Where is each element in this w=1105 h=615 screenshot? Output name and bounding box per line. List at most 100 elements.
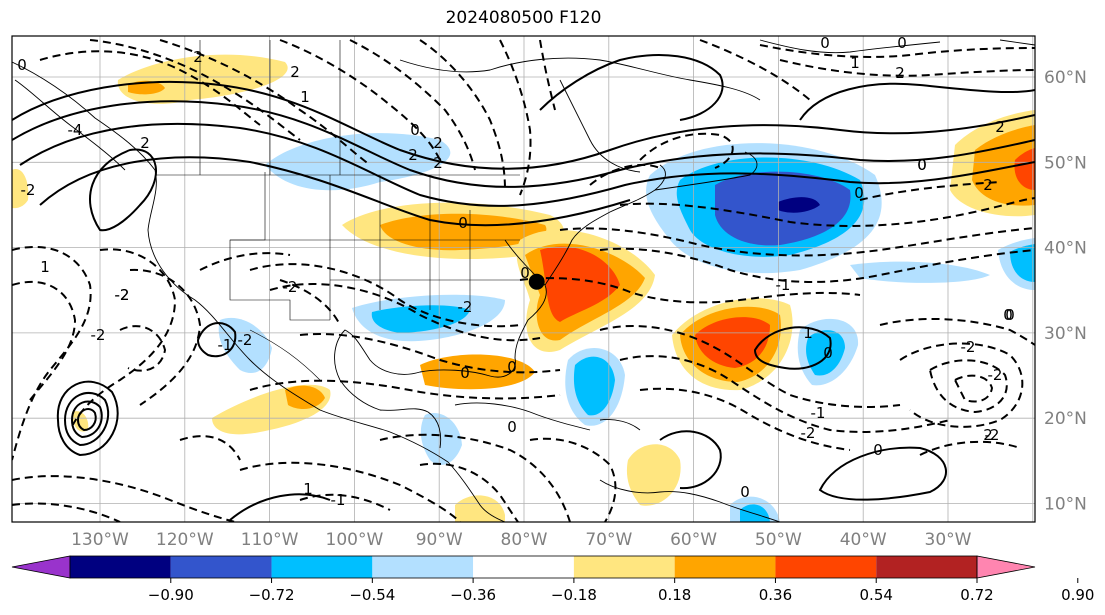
contour-label: 2 [193,48,203,66]
contour-label: 1 [850,54,860,72]
longitude-labels: 130°W 120°W 110°W 100°W 90°W 80°W 70°W 60°W 50°W… [71,530,972,550]
contour-label: 0 [917,156,927,174]
negative-contours [12,39,1035,522]
positive-anomaly-region [72,411,89,432]
contour-label: -2 [238,331,253,349]
negative-anomaly-region [573,356,615,416]
negative-anomaly-region [778,197,820,213]
contour-label: 0 [897,34,907,52]
negative-anomaly-region [218,317,272,374]
contour-label: 2 [995,118,1005,136]
negative-anomaly-region [740,504,770,522]
latitude-label: 30°N [1044,324,1087,344]
colorbar-segment [473,556,574,578]
positive-anomaly-region [12,169,29,209]
colorbar-tick-label: 0.18 [658,586,691,604]
map-frame [11,35,1036,523]
positive-anomaly-region [285,385,325,410]
contour-label: -2 [458,298,473,316]
contour-label: -1 [776,276,791,294]
point-marker [528,273,545,290]
contour-label: 2 [290,63,300,81]
positive-contours [12,54,1035,521]
colorbar-segment [573,556,675,578]
colorbar-tick-label: 0.90 [1061,586,1094,604]
latitude-label: 40°N [1044,239,1087,259]
contour-label: 0 [410,121,420,139]
contour-label: -2 [115,286,130,304]
contour-label: 2 [433,154,443,172]
chart-title: 2024080500 F120 [445,8,602,28]
colorbar-segment [372,556,474,578]
positive-anomaly-region [540,246,620,322]
positive-anomaly-region [455,495,505,522]
state-borders [155,40,520,381]
latitude-label: 50°N [1044,153,1087,173]
contour-label: -2 [283,278,298,296]
colorbar-segment [271,556,373,578]
longitude-label: 30°W [925,530,972,550]
longitude-label: 120°W [156,530,214,550]
contour-label: 0 [873,441,883,459]
contour-label: -1 [811,404,826,422]
contour-label: 2 [983,426,993,444]
colorbar-tick-label: 0.72 [960,586,993,604]
positive-anomaly-region [420,354,535,390]
latitude-labels: 60°N 50°N 40°N 30°N 20°N 10°N [1044,68,1087,515]
longitude-label: 100°W [326,530,384,550]
longitude-label: 110°W [241,530,299,550]
colorbar-extend-low [11,555,71,579]
contour-label: 2 [140,134,150,152]
contour-label: -2 [961,338,976,356]
contour-label: -2 [115,286,130,304]
contour-label: 1 [300,88,310,106]
contour-label: 0 [460,364,470,382]
colorbar-segment [876,556,977,578]
latitude-label: 20°N [1044,409,1087,429]
contour-label: -2 [21,181,36,199]
contour-label: 1 [40,258,50,276]
colorbar-segment [775,556,877,578]
contour-label: 0 [740,483,750,501]
contour-label: -2 [91,326,106,344]
contour-label: 0 [520,264,530,282]
latitude-label: 10°N [1044,495,1087,515]
contour-label: -2 [988,366,1003,384]
contour-label: 2 [983,176,993,194]
positive-anomaly-region [380,213,547,251]
contour-label: 0 [458,214,468,232]
colorbar-tick-label: 0.36 [759,586,792,604]
contour-label: 1 [803,324,813,342]
contour-label: 0 [507,358,517,376]
colorbar-tick-label: −0.54 [349,586,395,604]
colorbar-segment [70,556,171,578]
longitude-label: 80°W [501,530,548,550]
longitude-label: 70°W [585,530,632,550]
contour-label: 2 [433,134,443,152]
contour-label: 0 [507,418,517,436]
colorbar-tick-label: −0.90 [148,586,194,604]
colorbar-tick-label: −0.36 [450,586,496,604]
colorbar-extend-high [976,555,1036,579]
colorbar-segment [674,556,776,578]
negative-anomaly-region [850,261,990,283]
colorbar-tick-label: −0.72 [249,586,295,604]
contour-label: -2 [801,424,816,442]
contour-label: 0 [820,34,830,52]
contour-label: 1 [303,480,313,498]
positive-anomaly-region [972,125,1035,206]
coastlines [12,39,1035,522]
contour-label: -4 [68,121,83,139]
colorbar-tick-label: −0.18 [551,586,597,604]
longitude-label: 130°W [71,530,129,550]
positive-anomaly-region [117,54,288,104]
longitude-label: 90°W [416,530,463,550]
longitude-label: 50°W [755,530,802,550]
contour-label: 0 [1005,306,1015,324]
latitude-label: 60°N [1044,68,1087,88]
contour-label: -2 [985,426,1000,444]
contour-label: -1 [331,491,346,509]
